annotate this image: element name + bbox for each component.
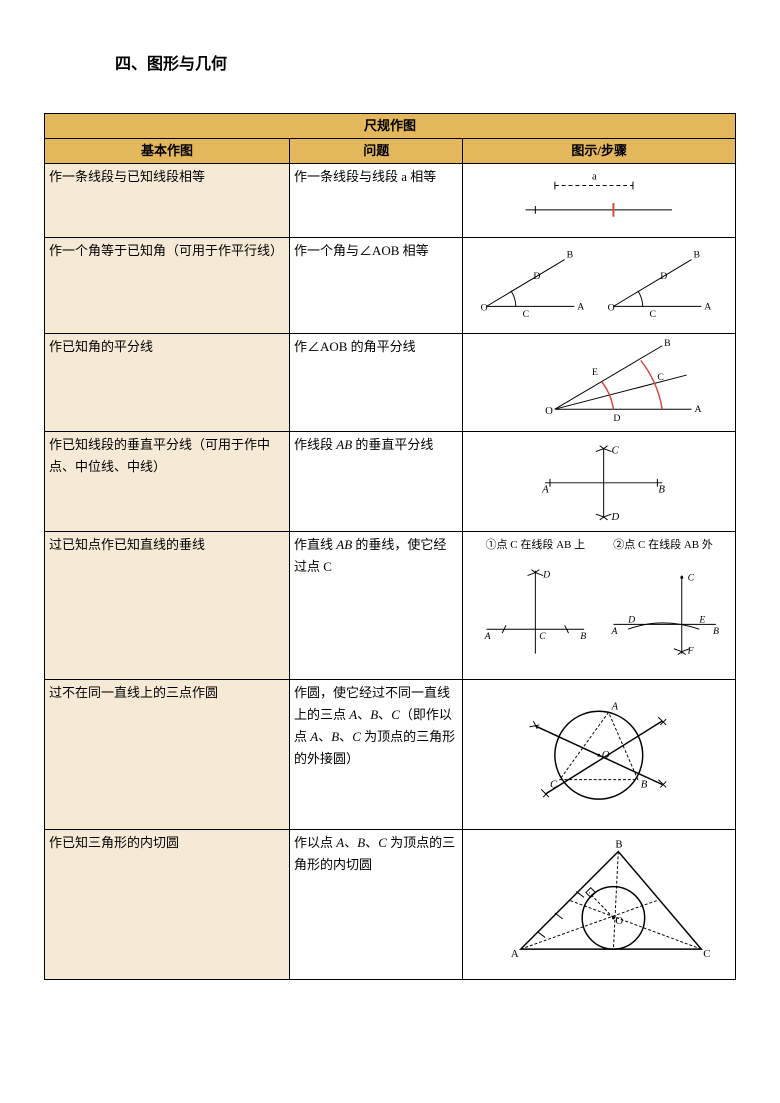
svg-text:a: a xyxy=(592,171,597,183)
diagram-segment: a xyxy=(467,166,731,234)
problem-cell: 作线段 AB 的垂直平分线 xyxy=(289,431,462,531)
problem-text: 作以点 A、B、C 为顶点的三角形的内切圆 xyxy=(294,835,455,872)
svg-text:B: B xyxy=(567,249,574,260)
basic-cell: 过已知点作已知直线的垂线 xyxy=(45,531,290,679)
diagram-cell: O A B D E C xyxy=(463,333,736,431)
diagram-cell: A B C D xyxy=(463,431,736,531)
problem-cell: 作圆，使它经过不同一直线上的三点 A、B、C（即作以点 A、B、C 为顶点的三角… xyxy=(289,679,462,829)
svg-text:D: D xyxy=(534,271,541,282)
svg-text:A: A xyxy=(611,626,618,637)
svg-text:A: A xyxy=(511,947,519,959)
table-row: 过不在同一直线上的三点作圆 作圆，使它经过不同一直线上的三点 A、B、C（即作以… xyxy=(45,679,736,829)
main-header: 尺规作图 xyxy=(45,114,736,139)
problem-cell: 作一条线段与线段 a 相等 xyxy=(289,164,462,237)
svg-text:E: E xyxy=(699,615,706,626)
svg-text:A: A xyxy=(578,301,585,312)
svg-text:C: C xyxy=(540,631,547,642)
svg-text:D: D xyxy=(661,271,668,282)
svg-text:B: B xyxy=(713,626,719,637)
caption-1: ①点 C 在线段 AB 上 xyxy=(486,536,586,555)
svg-text:O: O xyxy=(616,914,624,926)
svg-text:F: F xyxy=(687,646,695,657)
diagram-cell: ①点 C 在线段 AB 上 ②点 C 在线段 AB 外 A B C D A B … xyxy=(463,531,736,679)
svg-text:D: D xyxy=(543,570,551,581)
problem-cell: 作∠AOB 的角平分线 xyxy=(289,333,462,431)
svg-text:A: A xyxy=(705,301,712,312)
svg-text:O: O xyxy=(481,302,488,313)
svg-text:B: B xyxy=(694,249,701,260)
svg-text:B: B xyxy=(616,838,623,850)
problem-text: 作直线 AB 的垂线，使它经过点 C xyxy=(294,537,446,574)
problem-cell: 作直线 AB 的垂线，使它经过点 C xyxy=(289,531,462,679)
svg-text:A: A xyxy=(542,483,550,495)
svg-text:C: C xyxy=(523,309,530,320)
basic-cell: 作一条线段与已知线段相等 xyxy=(45,164,290,237)
svg-text:C: C xyxy=(612,444,620,456)
caption-2: ②点 C 在线段 AB 外 xyxy=(613,536,713,555)
diagram-cell: O A B C D O A B C D xyxy=(463,237,736,333)
svg-text:A: A xyxy=(611,700,619,712)
svg-text:C: C xyxy=(650,309,657,320)
svg-text:D: D xyxy=(614,412,621,423)
basic-cell: 作一个角等于已知角（可用于作平行线） xyxy=(45,237,290,333)
basic-cell: 作已知角的平分线 xyxy=(45,333,290,431)
col-header-3: 图示/步骤 xyxy=(463,139,736,164)
page-title: 四、图形与几何 xyxy=(115,50,227,74)
diagram-cell: B A C O xyxy=(463,829,736,979)
svg-text:B: B xyxy=(641,778,648,790)
diagram-bisector: O A B D E C xyxy=(467,336,731,429)
problem-cell: 作以点 A、B、C 为顶点的三角形的内切圆 xyxy=(289,829,462,979)
problem-text: 作圆，使它经过不同一直线上的三点 A、B、C（即作以点 A、B、C 为顶点的三角… xyxy=(294,685,455,766)
table-row: 作一条线段与已知线段相等 作一条线段与线段 a 相等 a xyxy=(45,164,736,237)
diagram-perpbis: A B C D xyxy=(467,434,731,527)
svg-text:E: E xyxy=(592,367,598,378)
svg-text:O: O xyxy=(608,302,615,313)
diagram-perpline: A B C D A B C D E F xyxy=(467,556,731,663)
table-row: 作已知线段的垂直平分线（可用于作中点、中位线、中线） 作线段 AB 的垂直平分线… xyxy=(45,431,736,531)
problem-text: 作线段 AB 的垂直平分线 xyxy=(294,437,433,452)
basic-cell: 过不在同一直线上的三点作圆 xyxy=(45,679,290,829)
svg-text:C: C xyxy=(704,947,711,959)
diagram-incircle: B A C O xyxy=(467,832,731,974)
diagram-cell: A C B O xyxy=(463,679,736,829)
problem-cell: 作一个角与∠AOB 相等 xyxy=(289,237,462,333)
basic-cell: 作已知线段的垂直平分线（可用于作中点、中位线、中线） xyxy=(45,431,290,531)
svg-text:A: A xyxy=(695,404,702,415)
svg-text:B: B xyxy=(581,631,587,642)
svg-text:B: B xyxy=(665,337,672,348)
table-row: 过已知点作已知直线的垂线 作直线 AB 的垂线，使它经过点 C ①点 C 在线段… xyxy=(45,531,736,679)
table-row: 作已知三角形的内切圆 作以点 A、B、C 为顶点的三角形的内切圆 B A C O xyxy=(45,829,736,979)
table-row: 作一个角等于已知角（可用于作平行线） 作一个角与∠AOB 相等 O A B C … xyxy=(45,237,736,333)
svg-text:C: C xyxy=(658,371,665,382)
svg-text:C: C xyxy=(688,573,695,584)
svg-text:A: A xyxy=(484,631,491,642)
svg-text:B: B xyxy=(659,483,666,495)
svg-text:O: O xyxy=(546,405,554,417)
construction-table: 尺规作图 基本作图 问题 图示/步骤 作一条线段与已知线段相等 作一条线段与线段… xyxy=(44,113,736,980)
basic-cell: 作已知三角形的内切圆 xyxy=(45,829,290,979)
table-row: 作已知角的平分线 作∠AOB 的角平分线 O A B D E C xyxy=(45,333,736,431)
col-header-2: 问题 xyxy=(289,139,462,164)
diagram-angle: O A B C D O A B C D xyxy=(467,240,731,328)
svg-text:D: D xyxy=(627,615,635,626)
col-header-1: 基本作图 xyxy=(45,139,290,164)
diagram-circumcircle: A C B O xyxy=(467,682,731,824)
diagram-cell: a xyxy=(463,164,736,237)
svg-text:D: D xyxy=(611,510,620,522)
